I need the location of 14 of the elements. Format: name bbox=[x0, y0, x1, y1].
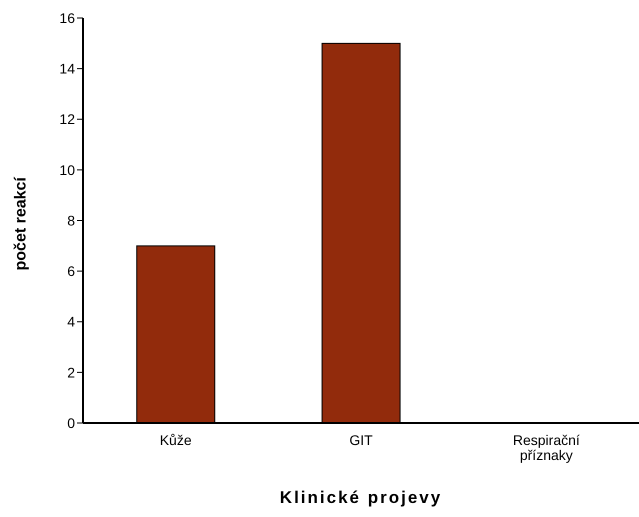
y-tick-label: 6 bbox=[67, 263, 76, 280]
y-tick-label: 10 bbox=[59, 162, 76, 178]
x-tick-label: Respirační příznaky bbox=[512, 432, 580, 463]
x-tick-label: GIT bbox=[349, 432, 374, 448]
y-tick-label: 4 bbox=[67, 314, 76, 330]
x-axis-title: Klinické projevy bbox=[280, 488, 442, 507]
y-tick-label: 14 bbox=[59, 60, 76, 77]
y-tick-label: 2 bbox=[67, 364, 76, 380]
y-tick-label: 8 bbox=[67, 212, 76, 228]
x-tick-label: Kůže bbox=[160, 432, 192, 448]
y-tick-label: 16 bbox=[59, 10, 76, 26]
y-tick-label: 12 bbox=[59, 111, 76, 128]
y-tick-label: 0 bbox=[67, 414, 76, 431]
y-axis-title: počet reakcí bbox=[12, 176, 30, 270]
